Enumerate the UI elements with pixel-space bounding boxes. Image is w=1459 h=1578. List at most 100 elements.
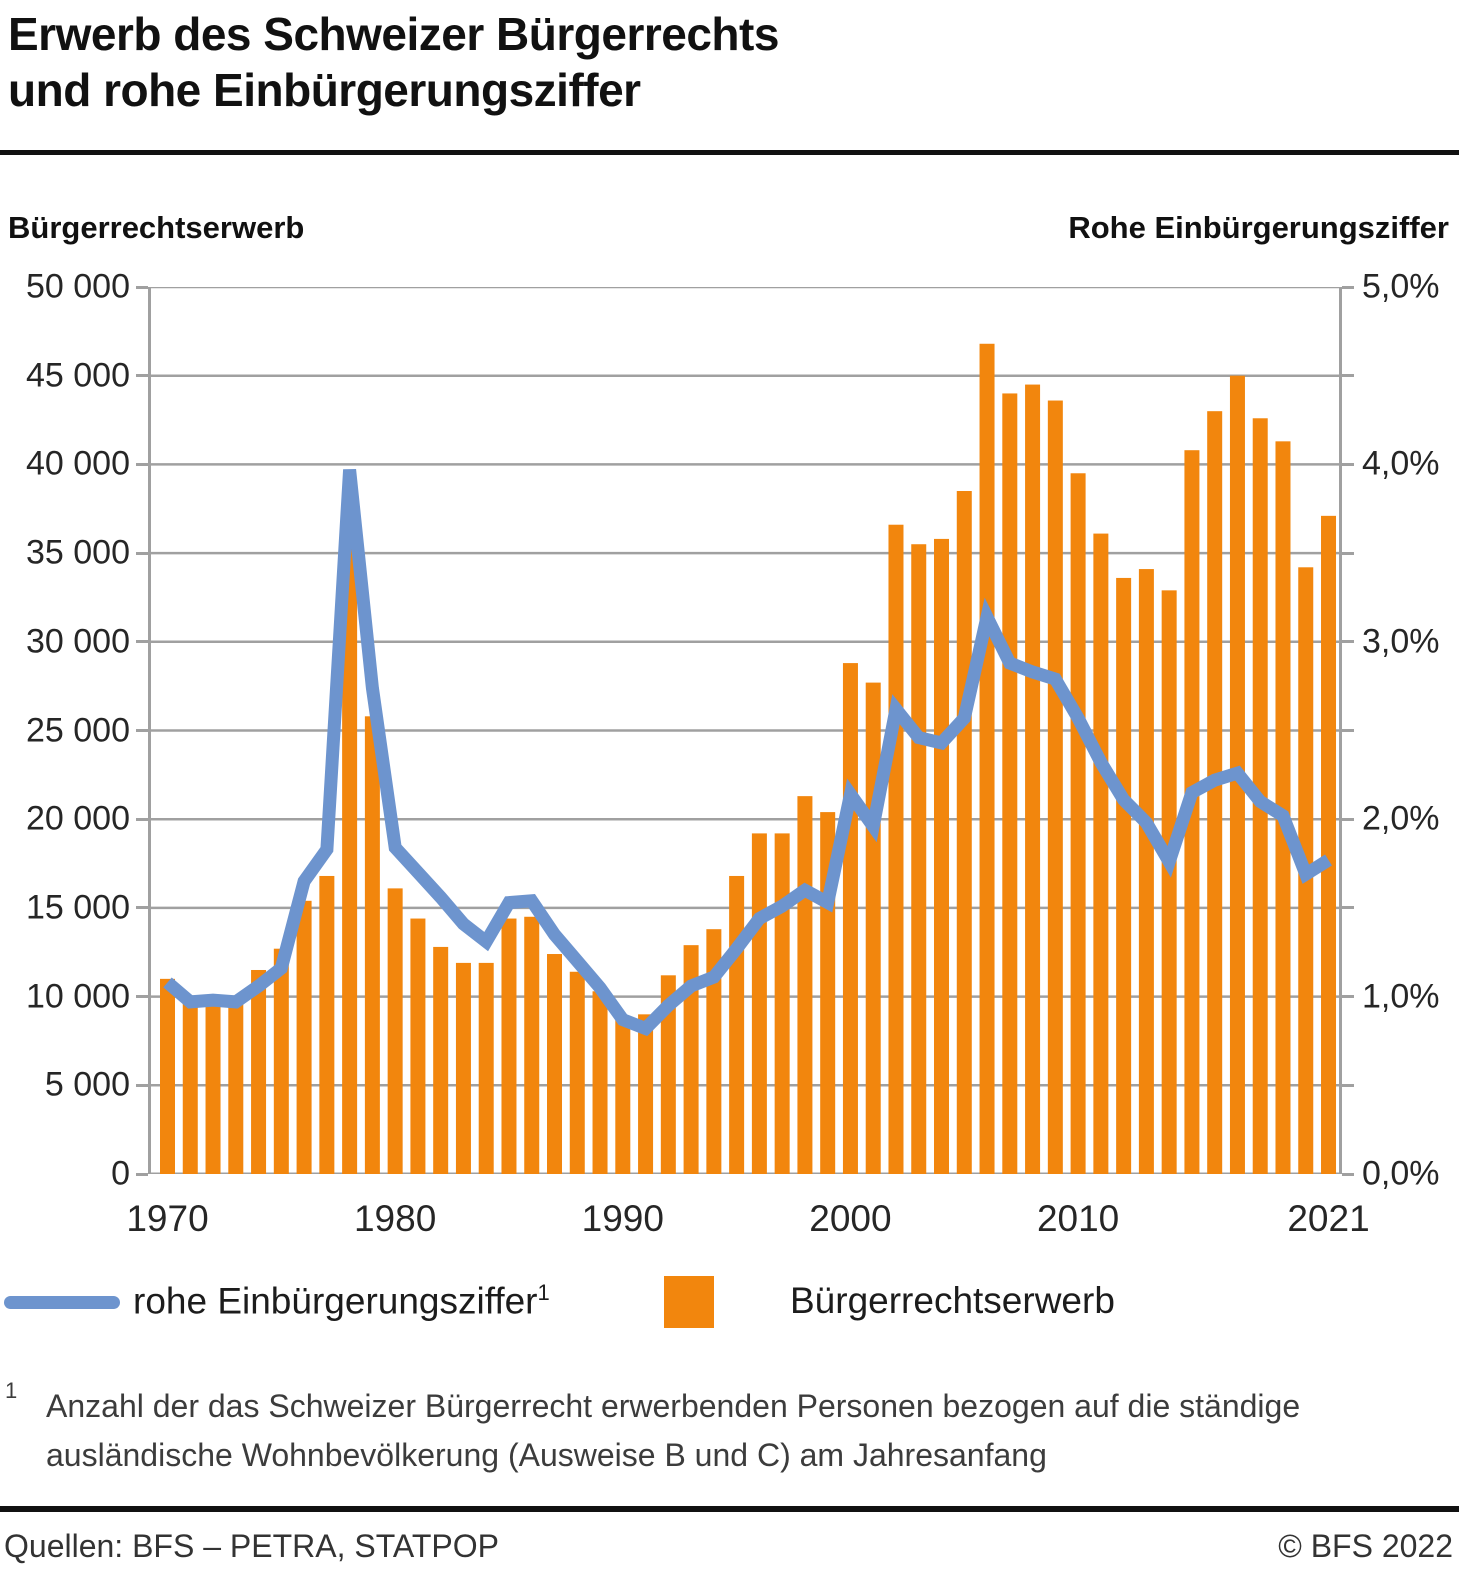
bar-2000 [842, 663, 858, 1174]
footer-divider [0, 1506, 1459, 1512]
bar-1996 [751, 833, 767, 1174]
bar-1981 [410, 918, 426, 1174]
y-right-label: 1,0% [1362, 977, 1440, 1016]
tick-right [1342, 551, 1354, 555]
legend-bar-swatch [664, 1276, 714, 1328]
legend-bar-label: Bürgerrechtserwerb [790, 1280, 1115, 1321]
bar-1970 [160, 978, 175, 1174]
tick-right [1342, 995, 1354, 999]
y-left-label: 15 000 [26, 888, 130, 927]
y-left-label: 5 000 [44, 1065, 130, 1104]
bar-1977 [319, 875, 335, 1174]
tick-right [1342, 374, 1354, 378]
title-divider [0, 150, 1459, 155]
bar-1972 [205, 1003, 221, 1174]
y-left-label: 20 000 [26, 799, 130, 838]
tick-left [136, 817, 148, 821]
tick-left [136, 995, 148, 999]
x-label-2000: 2000 [809, 1198, 892, 1239]
tick-right [1342, 1172, 1354, 1176]
tick-left [136, 462, 148, 466]
bar-2005 [956, 491, 972, 1174]
bar-1988 [569, 971, 585, 1174]
y-left-label: 45 000 [26, 356, 130, 395]
y-left-label: 10 000 [26, 977, 130, 1016]
left-axis-title: Bürgerrechtserwerb [8, 210, 305, 245]
y-right-label: 2,0% [1362, 799, 1440, 838]
x-label-2021: 2021 [1287, 1198, 1370, 1239]
footnote: Anzahl der das Schweizer Bürgerrecht erw… [46, 1382, 1426, 1480]
source-text: Quellen: BFS – PETRA, STATPOP [4, 1528, 499, 1564]
bar-1978 [342, 512, 358, 1174]
bar-1997 [774, 833, 790, 1174]
tick-right [1342, 906, 1354, 910]
bar-2014 [1161, 590, 1177, 1174]
bar-1974 [251, 969, 267, 1174]
y-right-label: 4,0% [1362, 444, 1440, 483]
y-left-label: 25 000 [26, 711, 130, 749]
bar-2013 [1138, 569, 1154, 1174]
y-left-label: 50 000 [26, 267, 130, 306]
tick-left [136, 374, 148, 378]
bar-1984 [478, 962, 494, 1174]
bar-1994 [706, 929, 722, 1174]
y-right-label: 0,0% [1362, 1154, 1440, 1193]
legend-line-label-sup: 1 [537, 1280, 550, 1305]
tick-left [136, 729, 148, 732]
tick-left [136, 1172, 148, 1176]
footnote-line1: Anzahl der das Schweizer Bürgerrecht erw… [46, 1388, 1301, 1424]
bar-2021 [1321, 515, 1337, 1174]
bar-2001 [865, 682, 881, 1174]
bar-1998 [797, 796, 813, 1174]
page-title-line2: und rohe Einbürgerungsziffer [8, 64, 641, 116]
tick-right [1342, 285, 1354, 289]
bar-2019 [1275, 441, 1291, 1174]
tick-left [136, 551, 148, 555]
page-title: Erwerb des Schweizer Bürgerrechts und ro… [8, 6, 779, 118]
tick-right [1342, 729, 1354, 732]
bar-1987 [547, 954, 563, 1174]
tick-right [1342, 817, 1354, 821]
plot [148, 287, 1342, 1174]
copyright-text: © BFS 2022 [1278, 1528, 1453, 1564]
bar-2012 [1116, 577, 1132, 1174]
bar-2002 [888, 524, 904, 1174]
bar-2006 [979, 343, 995, 1174]
bar-2016 [1207, 411, 1223, 1174]
bar-1976 [296, 900, 312, 1174]
footnote-line2: ausländische Wohnbevölkerung (Ausweise B… [46, 1437, 1047, 1473]
bar-1986 [524, 916, 540, 1174]
bar-2007 [1002, 393, 1018, 1174]
page-title-line1: Erwerb des Schweizer Bürgerrechts [8, 8, 779, 60]
legend-line-label-text: rohe Einbürgerungsziffer [133, 1280, 538, 1322]
y-right-label: 3,0% [1362, 622, 1440, 661]
bar-1983 [455, 962, 471, 1174]
footnote-marker: 1 [5, 1378, 18, 1403]
bar-1980 [387, 888, 403, 1174]
bar-1975 [273, 948, 289, 1174]
bar-1982 [433, 946, 449, 1174]
y-left-label: 0 [111, 1154, 130, 1193]
bar-2010 [1070, 473, 1086, 1174]
bar-1991 [638, 1014, 654, 1174]
bar-1979 [364, 716, 380, 1174]
bar-1993 [683, 945, 699, 1174]
tick-left [136, 1083, 148, 1087]
y-right-label: 5,0% [1362, 267, 1440, 306]
tick-right [1342, 640, 1354, 644]
x-label-2010: 2010 [1036, 1198, 1120, 1239]
tick-right [1342, 1083, 1354, 1087]
y-left-label: 40 000 [26, 444, 130, 483]
bar-1990 [615, 1019, 631, 1174]
tick-left [136, 906, 148, 910]
tick-left [136, 285, 148, 289]
rate-line [163, 469, 1332, 1037]
bar-1985 [501, 918, 517, 1174]
bar-1989 [592, 991, 608, 1174]
legend-line-label: rohe Einbürgerungsziffer1 [133, 1280, 550, 1322]
tick-right [1342, 462, 1354, 466]
bar-1971 [182, 1001, 198, 1174]
y-left-label: 35 000 [26, 533, 130, 572]
tick-left [136, 640, 148, 644]
